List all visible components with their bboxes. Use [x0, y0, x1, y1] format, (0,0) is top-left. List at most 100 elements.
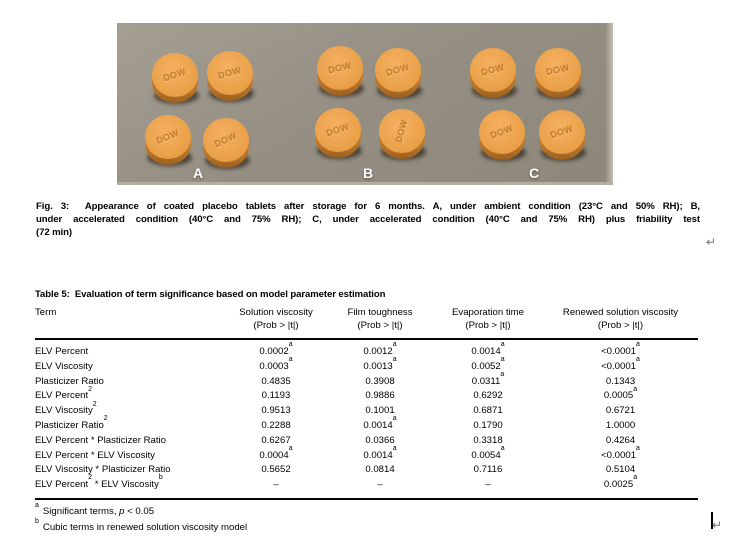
col-header-term: Term — [35, 307, 57, 318]
term-cell: ELV Viscosity * Plasticizer Ratio — [35, 464, 171, 476]
tablet-face: DOW — [207, 51, 253, 95]
tablet: DOW — [479, 110, 526, 168]
col-header-name: Evaporation time — [452, 307, 524, 318]
tablet-imprint: DOW — [327, 60, 353, 76]
value-cell: 0.1790 — [473, 419, 503, 431]
table-row: Plasticizer Ratio2 0.2288 0.0014a 0.1790… — [35, 415, 698, 434]
tablet-imprint: DOW — [155, 127, 181, 147]
col-header-sub: (Prob > |t|) — [357, 319, 403, 331]
value-cell: 0.0025a — [603, 474, 638, 491]
tablet: DOW — [152, 53, 199, 111]
table-row: ELV Viscosity2 0.9513 0.1001 0.6871 0.67… — [35, 401, 698, 419]
tablet-imprint: DOW — [162, 66, 188, 84]
group-label-c: C — [529, 165, 540, 181]
table-row: ELV Percent 0.0002a 0.0012a 0.0014a <0.0… — [35, 341, 698, 360]
group-label-b: B — [363, 165, 374, 181]
value-cell: 0.0052a — [471, 356, 505, 372]
tablet: DOW — [375, 48, 422, 106]
tablet-face: DOW — [470, 48, 516, 92]
value-cell: 0.6871 — [473, 405, 503, 417]
value-cell: 0.3318 — [473, 434, 503, 446]
tablet: DOW — [535, 48, 582, 106]
paragraph-return-icon: ↵ — [706, 235, 717, 249]
table-footnotes: aSignificant terms, p < 0.05 bCubic term… — [35, 501, 698, 537]
value-cell: <0.0001a — [601, 341, 640, 357]
table-5: Table 5: Evaluation of term significance… — [35, 289, 698, 537]
tablet-imprint: DOW — [325, 121, 351, 139]
term-cell: ELV Percent — [35, 346, 89, 357]
value-cell: 0.0014a — [363, 415, 397, 431]
footnote-b: bCubic terms in renewed solution viscosi… — [35, 518, 248, 534]
value-cell: <0.0001a — [601, 444, 640, 461]
tablet-imprint: DOW — [217, 65, 243, 81]
paragraph-return-icon: ↵ — [712, 518, 723, 532]
tablet-imprint: DOW — [213, 130, 239, 150]
tablet: DOW — [203, 118, 250, 176]
value-cell: 0.6721 — [605, 405, 636, 417]
tablet: DOW — [317, 46, 364, 104]
value-cell: 0.0005a — [603, 385, 638, 402]
col-header-evaporation-time: Evaporation time (Prob > |t|) — [433, 307, 543, 332]
tablet-face: DOW — [479, 110, 525, 154]
value-cell: 0.0054a — [471, 444, 505, 461]
group-label-a: A — [193, 165, 204, 181]
col-header-renewed-solution-viscosity: Renewed solution viscosity (Prob > |t|) — [543, 307, 698, 332]
table-row: ELV Percent * Plasticizer Ratio 0.6267 0… — [35, 434, 698, 449]
term-cell: ELV Percent2 * ELV Viscosityb — [35, 474, 163, 491]
value-cell: 0.2288 — [261, 419, 291, 431]
value-cell: – — [273, 479, 279, 491]
tablet: DOW — [470, 48, 517, 106]
value-cell: 0.5104 — [605, 464, 636, 476]
table-row: ELV Viscosity 0.0003a 0.0013a 0.0052a <0… — [35, 356, 698, 375]
term-cell: ELV Percent * ELV Viscosity — [35, 449, 155, 461]
value-cell: 0.9513 — [261, 405, 291, 417]
value-cell: 0.6267 — [261, 434, 291, 446]
table-row: Plasticizer Ratio 0.4835 0.3908 0.0311a … — [35, 370, 698, 390]
table-row: ELV Viscosity * Plasticizer Ratio 0.5652… — [35, 463, 698, 478]
figure-photo: DOW DOW DOW DOW DOW DOW DOW DOW DOW DOW … — [117, 23, 613, 185]
col-header-name: Renewed solution viscosity — [562, 307, 679, 318]
value-cell: 0.1001 — [365, 405, 395, 417]
footnote-a: aSignificant terms, p < 0.05 — [35, 501, 155, 517]
tablet-face: DOW — [152, 53, 198, 97]
tablet: DOW — [539, 110, 586, 168]
value-cell: 0.7116 — [473, 464, 503, 476]
tablet-face: DOW — [375, 48, 421, 92]
tablet-imprint: DOW — [385, 61, 411, 79]
tablet-face: DOW — [145, 115, 191, 159]
col-header-name: Solution viscosity — [239, 307, 313, 318]
table-title: Table 5: Evaluation of term significance… — [35, 289, 386, 300]
term-cell: ELV Viscosity — [35, 360, 93, 372]
value-cell: 0.0012a — [363, 341, 397, 357]
tablet: DOW — [315, 108, 362, 166]
value-cell: 1.0000 — [605, 419, 636, 431]
value-cell: 0.9886 — [365, 390, 395, 402]
table-row: ELV Percent * ELV Viscosity 0.0004a 0.00… — [35, 444, 698, 464]
tablet: DOW — [379, 109, 426, 167]
tablet: DOW — [145, 115, 192, 173]
tablet-imprint: DOW — [545, 62, 571, 78]
tablet-imprint: DOW — [549, 123, 575, 141]
value-cell: 0.5652 — [261, 464, 291, 476]
value-cell: 0.0014a — [363, 444, 397, 461]
tablet-face: DOW — [317, 46, 363, 90]
value-cell: 0.0311a — [471, 370, 505, 387]
tablet-imprint: DOW — [480, 62, 506, 78]
value-cell: <0.0001a — [601, 356, 640, 372]
col-header-film-toughness: Film toughness (Prob > |t|) — [327, 307, 433, 332]
col-header-sub: (Prob > |t|) — [253, 319, 299, 331]
value-cell: – — [485, 479, 491, 491]
table-body: ELV Percent 0.0002a 0.0012a 0.0014a <0.0… — [35, 340, 698, 500]
tablet-imprint: DOW — [394, 118, 410, 144]
tablet-face: DOW — [379, 109, 425, 153]
figure-caption: Fig. 3: Appearance of coated placebo tab… — [36, 200, 700, 239]
value-cell: 0.0003a — [259, 356, 293, 372]
value-cell: 0.6292 — [473, 390, 503, 402]
col-header-name: Film toughness — [347, 307, 413, 318]
term-cell: Plasticizer Ratio — [35, 375, 104, 387]
figure-caption-line-2: under accelerated condition (40°C and 75… — [36, 214, 700, 225]
table-header-row: Term Solution viscosity (Prob > |t|) Fil… — [35, 307, 698, 340]
figure-caption-line-3: (72 min) — [36, 227, 72, 238]
value-cell: 0.1193 — [261, 390, 291, 402]
